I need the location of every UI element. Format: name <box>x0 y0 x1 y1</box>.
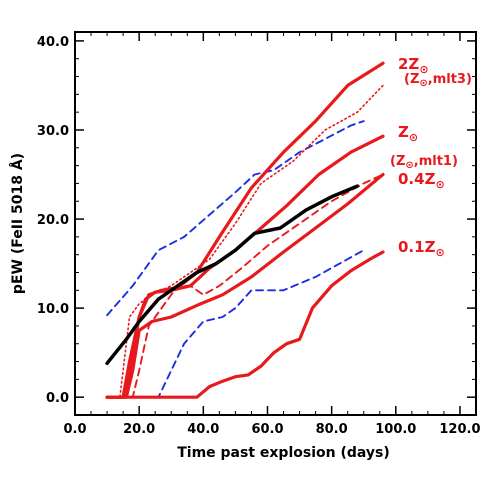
x-tick-label: 100.0 <box>375 422 416 437</box>
y-tick-label: 20.0 <box>37 213 69 228</box>
series-lines <box>105 61 385 399</box>
y-axis-title: pEW (FeII 5018 Å) <box>9 153 26 294</box>
y-tick-label: 10.0 <box>37 302 69 317</box>
series-5-line <box>105 250 385 399</box>
series-label-4: 0.4Z⊙ <box>398 170 445 191</box>
series-labels: 2Z⊙(Z⊙,mlt3) Z⊙ (Z⊙,mlt1)0.4Z⊙ 0.1Z⊙ <box>390 55 472 259</box>
x-axis-ticks: 0.0 20.0 40.0 60.0 80.0 100.0 120.0 <box>63 32 481 437</box>
series-label-3: (Z⊙,mlt1) <box>390 154 458 171</box>
x-tick-label: 60.0 <box>251 422 283 437</box>
series-label-2: Z⊙ <box>398 123 418 144</box>
series-4-line <box>105 172 385 399</box>
series-6-unlabeled-line <box>105 184 360 366</box>
x-tick-label: 0.0 <box>63 422 86 437</box>
series-0-line <box>105 61 385 399</box>
x-tick-label: 40.0 <box>187 422 219 437</box>
series-label-5: 0.1Z⊙ <box>398 238 445 259</box>
y-tick-label: 0.0 <box>46 391 69 406</box>
plot-frame <box>74 31 477 416</box>
x-tick-label: 80.0 <box>316 422 348 437</box>
series-label-0: 2Z⊙ <box>398 55 429 76</box>
series-2-line <box>105 134 385 399</box>
y-axis-ticks: 0.0 10.0 20.0 30.0 40.0 <box>37 35 476 406</box>
plot-border <box>74 31 477 416</box>
series-8-unlabeled-line <box>106 249 365 399</box>
x-tick-label: 20.0 <box>123 422 155 437</box>
y-tick-label: 40.0 <box>37 35 69 50</box>
series-label-1: (Z⊙,mlt3) <box>404 72 472 89</box>
y-tick-label: 30.0 <box>37 124 69 139</box>
x-axis-title: Time past explosion (days) <box>177 445 390 461</box>
series-7-unlabeled-line <box>106 120 365 317</box>
x-tick-label: 120.0 <box>439 422 480 437</box>
